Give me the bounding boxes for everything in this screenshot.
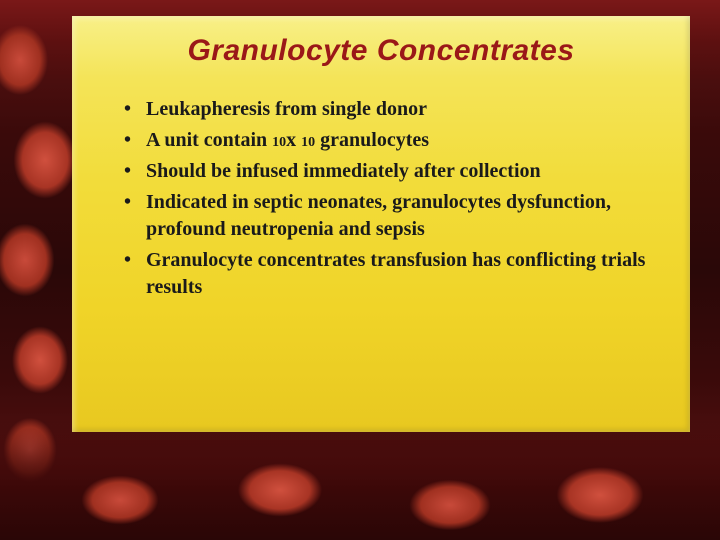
bullet-item: Indicated in septic neonates, granulocyt… [124,189,660,243]
bullet-item: Should be infused immediately after coll… [124,158,660,185]
bullet-item: Granulocyte concentrates transfusion has… [124,247,660,301]
bullet-list: Leukapheresis from single donor A unit c… [102,96,660,301]
slide-title: Granulocyte Concentrates [102,34,660,68]
blood-cells-bottom-decoration [0,420,720,540]
bullet-item: Leukapheresis from single donor [124,96,660,123]
slide-content-box: Granulocyte Concentrates Leukapheresis f… [72,16,690,432]
bullet-item: A unit contain 10x 10 granulocytes [124,127,660,154]
